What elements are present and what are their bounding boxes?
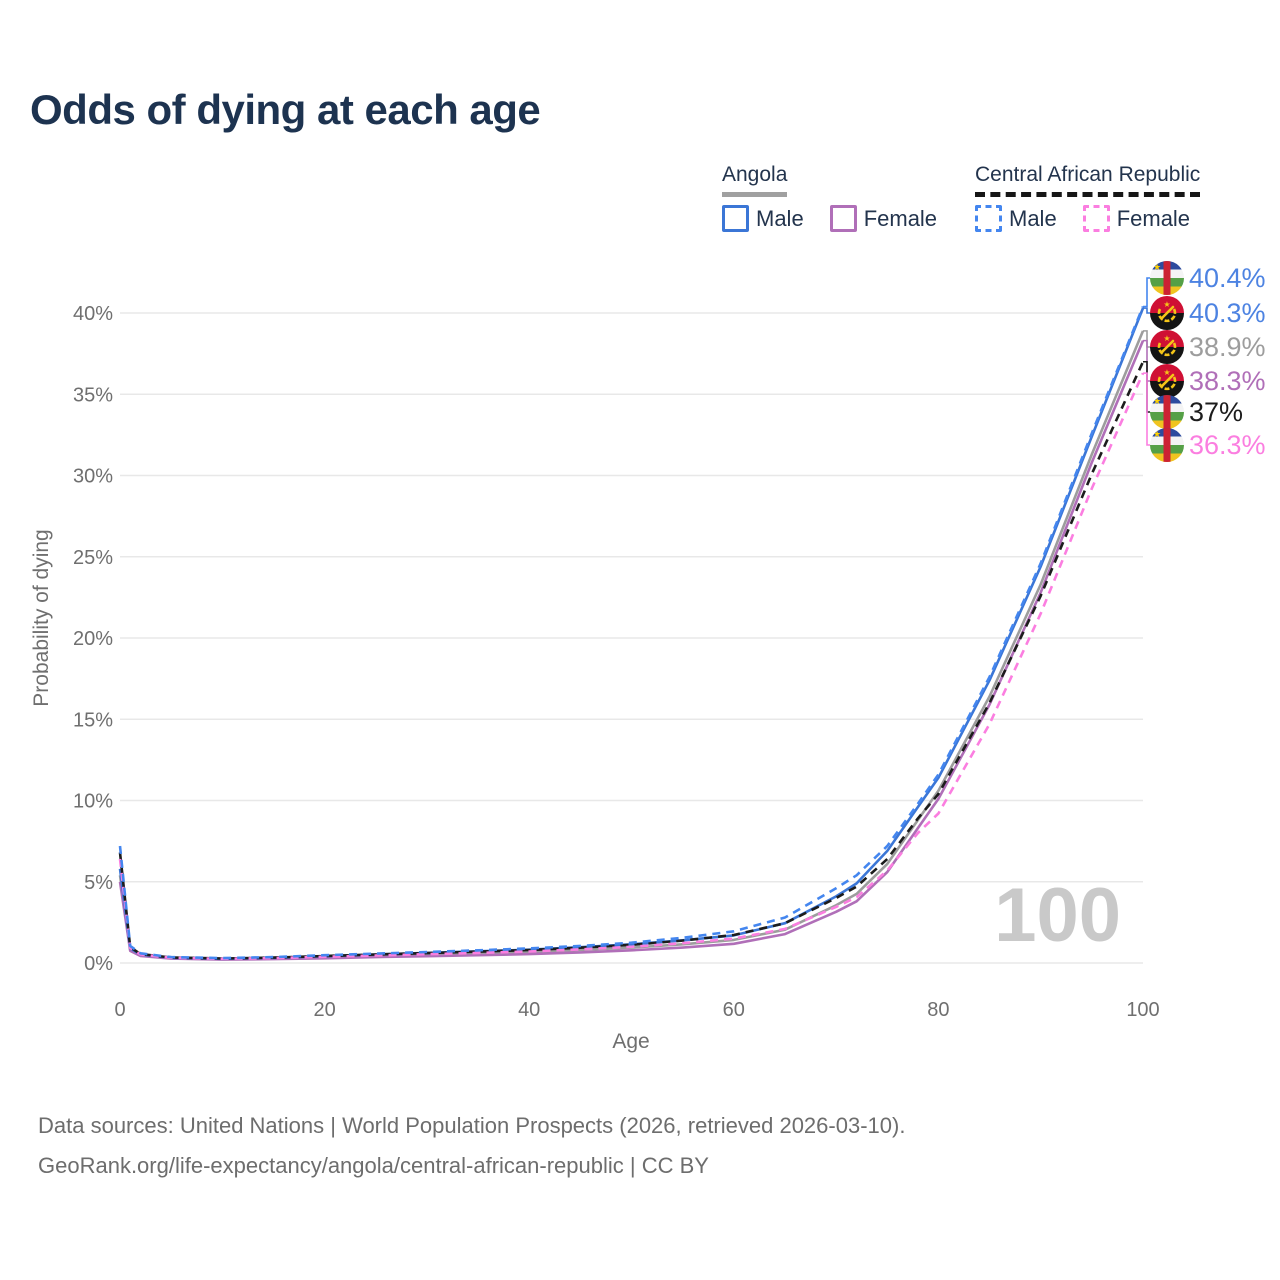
end-label-group-angola-all: ★ 38.9%: [1150, 330, 1266, 364]
x-tick-40: 40: [518, 999, 540, 1021]
y-tick-5%: 5%: [84, 872, 113, 894]
footer-data-sources: Data sources: United Nations | World Pop…: [38, 1113, 906, 1138]
y-tick-40%: 40%: [73, 303, 113, 325]
series-lines: [118, 306, 1145, 961]
angola-flag-icon: ★: [1150, 296, 1184, 330]
legend-country-car[interactable]: Central African Republic: [975, 163, 1201, 197]
leader-line-angola-all: [1143, 330, 1151, 348]
angola-flag-icon: ★: [1150, 364, 1184, 398]
car-female-swatch-icon: [1082, 205, 1110, 232]
star-icon: ★: [1163, 368, 1170, 377]
legend-row-car: Male Female: [975, 205, 1216, 232]
series-line-car-male: [118, 306, 1145, 960]
legend-item-car-male[interactable]: Male: [975, 205, 1083, 232]
y-tick-20%: 20%: [73, 628, 113, 650]
end-label-group-car-male: ★ 40.4%: [1150, 261, 1266, 295]
y-axis-title: Probability of dying: [30, 529, 53, 706]
leader-line-angola-female: [1143, 339, 1151, 382]
end-value-label-car-female: 36.3%: [1189, 430, 1266, 460]
gridlines: [120, 312, 1143, 964]
x-axis-tick-labels: 0 20 40 60 80 100: [114, 999, 1159, 1021]
y-axis-tick-labels: 0% 5% 10% 15% 20% 25% 30% 35% 40%: [73, 303, 113, 975]
leader-line-car-male: [1143, 277, 1151, 308]
series-line-angola-all: [118, 330, 1145, 961]
leader-line-car-female: [1143, 372, 1151, 446]
end-label-group-angola-female: ★ 38.3%: [1150, 364, 1266, 398]
watermark-age-100: 100: [994, 873, 1121, 958]
end-label-group-car-female: ★ 36.3%: [1150, 428, 1266, 462]
legend-label-angola-male: Male: [756, 205, 804, 231]
y-tick-25%: 25%: [73, 547, 113, 569]
star-icon: ★: [1153, 429, 1161, 439]
legend-label-angola-female: Female: [863, 205, 938, 231]
end-value-label-car-all: 37%: [1189, 397, 1243, 427]
star-icon: ★: [1163, 300, 1170, 309]
legend-country-angola[interactable]: Angola: [722, 163, 788, 197]
x-tick-80: 80: [927, 999, 949, 1021]
legend-group-angola: Angola Male Female: [722, 163, 963, 232]
footer-attribution: Data sources: United Nations | World Pop…: [38, 1106, 905, 1186]
legend-label-car-female: Female: [1116, 205, 1191, 231]
end-label-group-angola-male: ★ 40.3%: [1150, 296, 1266, 330]
angola-female-swatch-icon: [829, 205, 857, 232]
x-tick-20: 20: [313, 999, 335, 1021]
y-tick-15%: 15%: [73, 709, 113, 731]
end-label-leader-lines: [1143, 277, 1151, 446]
legend-item-angola-male[interactable]: Male: [722, 205, 830, 232]
x-tick-60: 60: [723, 999, 745, 1021]
y-tick-30%: 30%: [73, 466, 113, 488]
x-tick-0: 0: [114, 999, 125, 1021]
star-icon: ★: [1153, 396, 1161, 406]
x-axis-title: Age: [612, 1030, 649, 1053]
end-value-label-angola-all: 38.9%: [1189, 332, 1266, 362]
central-african-republic-flag-icon: ★: [1150, 261, 1184, 295]
legend-row-angola: Male Female: [722, 205, 963, 232]
legend-group-car: Central African Republic Male Female: [975, 163, 1216, 232]
y-tick-35%: 35%: [73, 384, 113, 406]
end-value-label-angola-male: 40.3%: [1189, 298, 1266, 328]
end-value-label-car-male: 40.4%: [1189, 263, 1266, 293]
central-african-republic-flag-icon: ★: [1150, 428, 1184, 462]
x-tick-100: 100: [1126, 999, 1159, 1021]
series-line-angola-male: [118, 307, 1145, 961]
legend-item-angola-female[interactable]: Female: [829, 205, 963, 232]
leader-line-angola-male: [1143, 307, 1151, 314]
central-african-republic-flag-icon: ★: [1150, 395, 1184, 429]
star-icon: ★: [1153, 262, 1161, 272]
legend-label-car-male: Male: [1009, 205, 1057, 231]
series-line-car-female: [118, 372, 1145, 961]
legend-item-car-female[interactable]: Female: [1082, 205, 1216, 232]
series-line-angola-female: [118, 340, 1145, 961]
end-label-group-car-all: ★ 37%: [1150, 395, 1243, 429]
end-value-label-angola-female: 38.3%: [1189, 366, 1266, 396]
series-line-car-all: [118, 361, 1145, 960]
star-icon: ★: [1163, 334, 1170, 343]
page-title: Odds of dying at each age: [30, 86, 541, 133]
y-tick-10%: 10%: [73, 791, 113, 813]
car-male-swatch-icon: [975, 205, 1002, 232]
footer-url: GeoRank.org/life-expectancy/angola/centr…: [38, 1153, 709, 1178]
angola-flag-icon: ★: [1150, 330, 1184, 364]
angola-male-swatch-icon: [722, 205, 749, 232]
y-tick-0%: 0%: [84, 953, 113, 975]
series-end-labels: ★ 40.4% ★ 40.3% ★ 38.9% ★ 38.3% ★ 37% ★ 36.3%: [1150, 261, 1266, 462]
